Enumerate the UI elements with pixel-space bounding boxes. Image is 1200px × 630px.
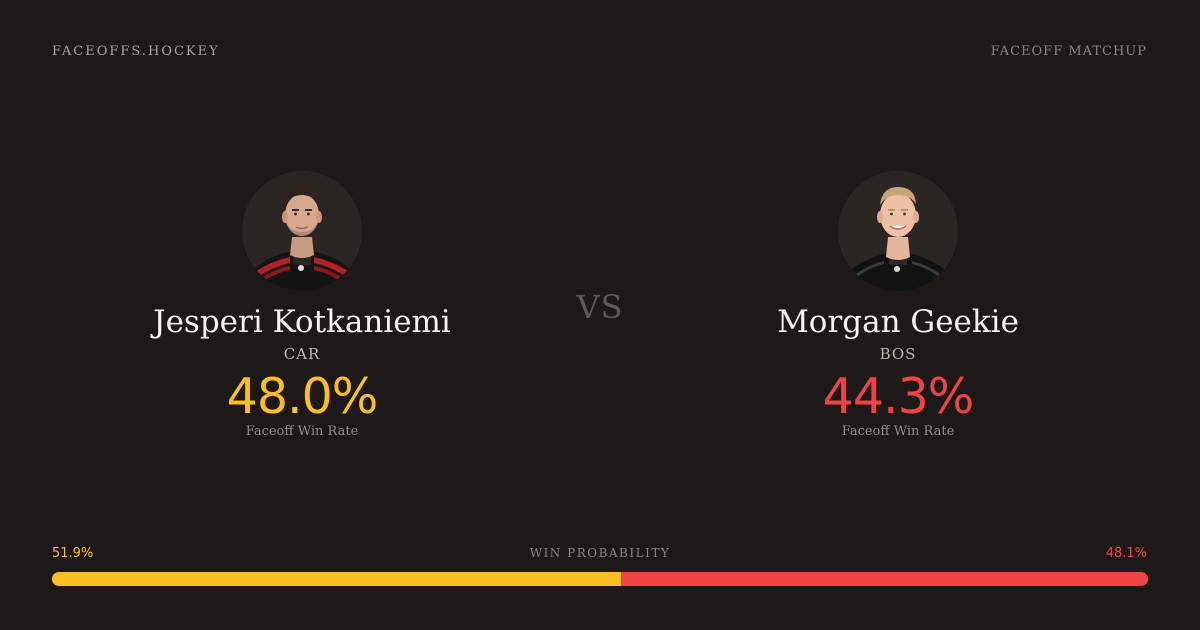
player-headshot-icon xyxy=(846,187,950,291)
player-rate-right: 44.3% xyxy=(822,368,975,425)
player-card-right: Morgan Geekie BOS 44.3% Faceoff Win Rate xyxy=(688,171,1108,441)
win-probability-title: WIN PROBABILITY xyxy=(529,546,671,560)
player-card-left: Jesperi Kotkaniemi CAR 48.0% Faceoff Win… xyxy=(92,171,512,441)
versus-label: VS xyxy=(576,288,624,326)
win-probability-bar-left-fill xyxy=(52,572,621,586)
player-team-right: BOS xyxy=(879,345,917,363)
site-brand: FACEOFFS.HOCKEY xyxy=(52,44,220,59)
player-avatar-left xyxy=(242,171,362,291)
win-probability-left: 51.9% xyxy=(52,546,94,561)
win-probability-bar xyxy=(52,572,1148,586)
player-name-left: Jesperi Kotkaniemi xyxy=(153,304,451,340)
player-avatar-right xyxy=(838,171,958,291)
page-mode-label: FACEOFF MATCHUP xyxy=(990,44,1147,59)
player-rate-label-left: Faceoff Win Rate xyxy=(245,424,359,439)
player-headshot-icon xyxy=(250,184,354,291)
player-name-right: Morgan Geekie xyxy=(777,304,1019,340)
player-team-left: CAR xyxy=(283,345,321,363)
win-probability-right: 48.1% xyxy=(1105,546,1147,561)
player-rate-left: 48.0% xyxy=(226,368,379,425)
player-rate-label-right: Faceoff Win Rate xyxy=(841,424,955,439)
